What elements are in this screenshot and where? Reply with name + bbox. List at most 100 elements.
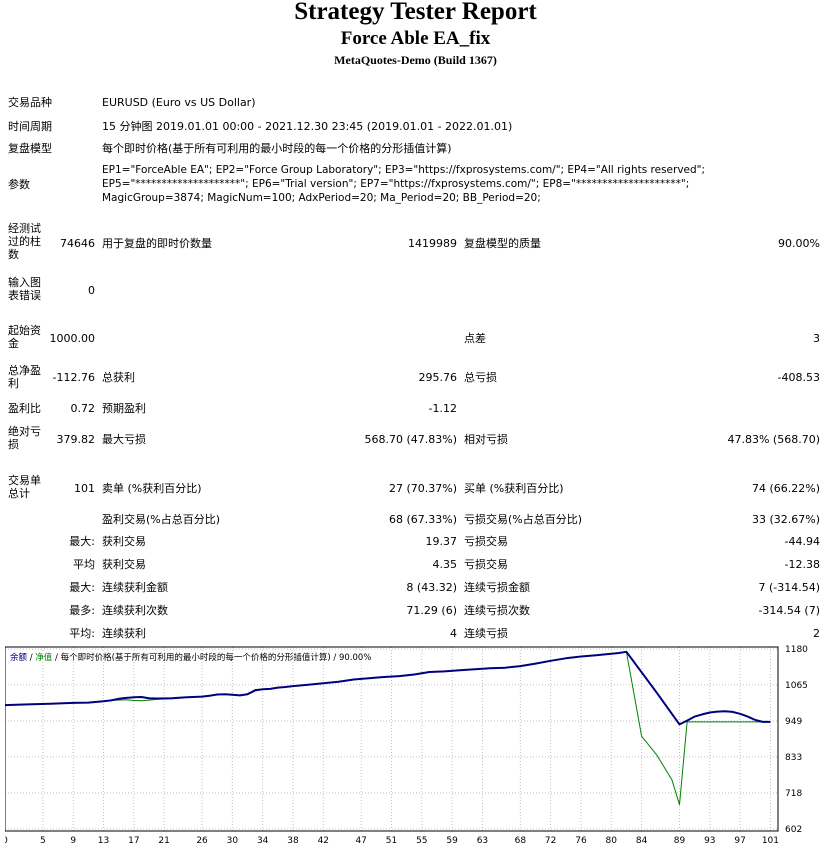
average-loss-label: 亏损交易 <box>464 558 508 571</box>
maximal-drawdown-label: 最大亏损 <box>102 433 146 446</box>
relative-drawdown-value: 47.83% (568.70) <box>727 433 820 446</box>
x-tick-label: 0 <box>5 836 8 846</box>
largest-profit-label: 获利交易 <box>102 535 146 548</box>
x-tick-label: 101 <box>762 836 779 846</box>
y-axis-ticks: 1180 1065 949 833 718 602 <box>785 645 808 835</box>
legend-model-info: 每个即时价格(基于所有可利用的最小时段的每一个价格的分形插值计算) / 90.0… <box>61 652 372 663</box>
max-consecutive-wins-value: 8 (43.32) <box>406 581 457 594</box>
report-title: Strategy Tester Report <box>294 0 537 25</box>
expert-name: Force Able EA_fix <box>340 28 491 49</box>
symbol-label: 交易品种 <box>8 96 52 109</box>
bars-value: 74646 <box>60 237 95 250</box>
x-tick-label: 93 <box>704 836 715 846</box>
x-tick-label: 55 <box>416 836 427 846</box>
largest-loss-label: 亏损交易 <box>464 535 508 548</box>
spread-value: 3 <box>813 332 820 345</box>
spread-label: 点差 <box>464 332 486 345</box>
symbol-value: EURUSD (Euro vs US Dollar) <box>102 96 256 109</box>
x-tick-label: 47 <box>355 836 366 846</box>
x-tick-label: 80 <box>606 836 618 846</box>
x-tick-label: 26 <box>196 836 208 846</box>
errors-value: 0 <box>88 284 95 297</box>
x-tick-label: 5 <box>40 836 46 846</box>
short-positions-value: 27 (70.37%) <box>388 482 457 495</box>
x-tick-label: 63 <box>477 836 488 846</box>
server-build: MetaQuotes-Demo (Build 1367) <box>334 53 497 67</box>
average-consecutive-wins-label: 连续获利 <box>102 627 146 640</box>
balance-line <box>5 650 771 726</box>
maximal-consecutive-prefix: 最多: <box>69 604 95 617</box>
params-line-3: MagicGroup=3874; MagicNum=100; AdxPeriod… <box>102 192 541 204</box>
period-label: 时间周期 <box>8 120 52 133</box>
profit-trades-value: 68 (67.33%) <box>388 513 457 526</box>
legend-separator: / <box>27 653 35 663</box>
errors-label: 输入图表错误 <box>8 276 41 302</box>
balance-equity-chart: 余额 / 净值 / 每个即时价格(基于所有可利用的最小时段的每一个价格的分形插值… <box>5 645 831 846</box>
deposit-value: 1000.00 <box>49 332 96 345</box>
max-consecutive-wins-label: 连续获利金额 <box>102 581 168 594</box>
maximal-drawdown-value: 568.70 (47.83%) <box>364 433 457 446</box>
profit-trades-label: 盈利交易(%占总百分比) <box>102 513 221 526</box>
x-tick-label: 72 <box>545 836 556 846</box>
long-positions-value: 74 (66.22%) <box>751 482 820 495</box>
max-consecutive-losses-value: 7 (-314.54) <box>758 581 820 594</box>
x-tick-label: 89 <box>674 836 686 846</box>
x-tick-label: 13 <box>98 836 109 846</box>
x-tick-label: 38 <box>287 836 299 846</box>
x-tick-label: 68 <box>515 836 527 846</box>
maximal-consecutive-profit-label: 连续获利次数 <box>102 604 168 617</box>
expected-payoff-value: -1.12 <box>428 402 457 415</box>
x-tick-label: 51 <box>386 836 397 846</box>
bars-label: 经测试过的柱数 <box>8 222 41 261</box>
params-line-2: EP5="********************"; EP6="Trial v… <box>102 178 690 190</box>
ticks-value: 1419989 <box>408 237 457 250</box>
chart-svg: 余额 / 净值 / 每个即时价格(基于所有可利用的最小时段的每一个价格的分形插值… <box>5 645 808 846</box>
maximal-consecutive-loss-label: 连续亏损次数 <box>464 604 530 617</box>
legend-separator: / <box>52 653 60 663</box>
gross-profit-label: 总获利 <box>102 371 135 384</box>
profit-factor-label: 盈利比 <box>8 402 41 415</box>
expected-payoff-label: 预期盈利 <box>102 402 146 415</box>
y-tick-label: 1065 <box>785 681 808 691</box>
average-profit-value: 4.35 <box>432 558 458 571</box>
total-trades-value: 101 <box>74 482 95 495</box>
model-value: 每个即时价格(基于所有可利用的最小时段的每一个价格的分形插值计算) <box>102 142 452 155</box>
x-tick-label: 30 <box>227 836 239 846</box>
quality-value: 90.00% <box>778 237 820 250</box>
gross-loss-label: 总亏损 <box>464 371 497 384</box>
max-consecutive-prefix: 最大: <box>69 581 95 594</box>
long-positions-label: 买单 (%获利百分比) <box>464 482 564 495</box>
loss-trades-value: 33 (32.67%) <box>751 513 820 526</box>
average-consecutive-wins-value: 4 <box>450 627 457 640</box>
x-tick-label: 34 <box>257 836 269 846</box>
y-tick-label: 833 <box>785 753 802 763</box>
quality-label: 复盘模型的质量 <box>464 237 541 250</box>
period-value: 15 分钟图 2019.01.01 00:00 - 2021.12.30 23:… <box>102 120 513 133</box>
average-consecutive-losses-label: 连续亏损 <box>464 627 508 640</box>
x-tick-label: 9 <box>70 836 76 846</box>
average-loss-value: -12.38 <box>784 558 820 571</box>
y-tick-label: 602 <box>785 825 802 835</box>
relative-drawdown-label: 相对亏损 <box>464 433 508 446</box>
params-label: 参数 <box>8 178 30 191</box>
plot-border <box>5 646 779 832</box>
gross-profit-value: 295.76 <box>418 371 458 384</box>
average-profit-label: 获利交易 <box>102 558 146 571</box>
deposit-label: 起始资金 <box>8 324 41 350</box>
y-tick-label: 718 <box>785 789 802 799</box>
chart-series <box>5 650 771 806</box>
loss-trades-label: 亏损交易(%占总百分比) <box>464 513 583 526</box>
profit-factor-value: 0.72 <box>70 402 96 415</box>
average-consecutive-prefix: 平均: <box>69 627 95 640</box>
x-axis-ticks: 0591317212630343842475155596368727680848… <box>5 836 779 846</box>
y-tick-label: 1180 <box>785 645 808 655</box>
legend-equity: 净值 <box>35 652 53 663</box>
x-tick-label: 17 <box>128 836 139 846</box>
ticks-label: 用于复盘的即时价数量 <box>102 237 212 250</box>
largest-loss-value: -44.94 <box>784 535 820 548</box>
legend-balance: 余额 <box>10 652 28 663</box>
params-line-1: EP1="ForceAble EA"; EP2="Force Group Lab… <box>102 164 706 176</box>
absolute-drawdown-label: 绝对亏损 <box>8 425 41 451</box>
model-label: 复盘模型 <box>8 142 52 155</box>
x-tick-label: 84 <box>636 836 648 846</box>
